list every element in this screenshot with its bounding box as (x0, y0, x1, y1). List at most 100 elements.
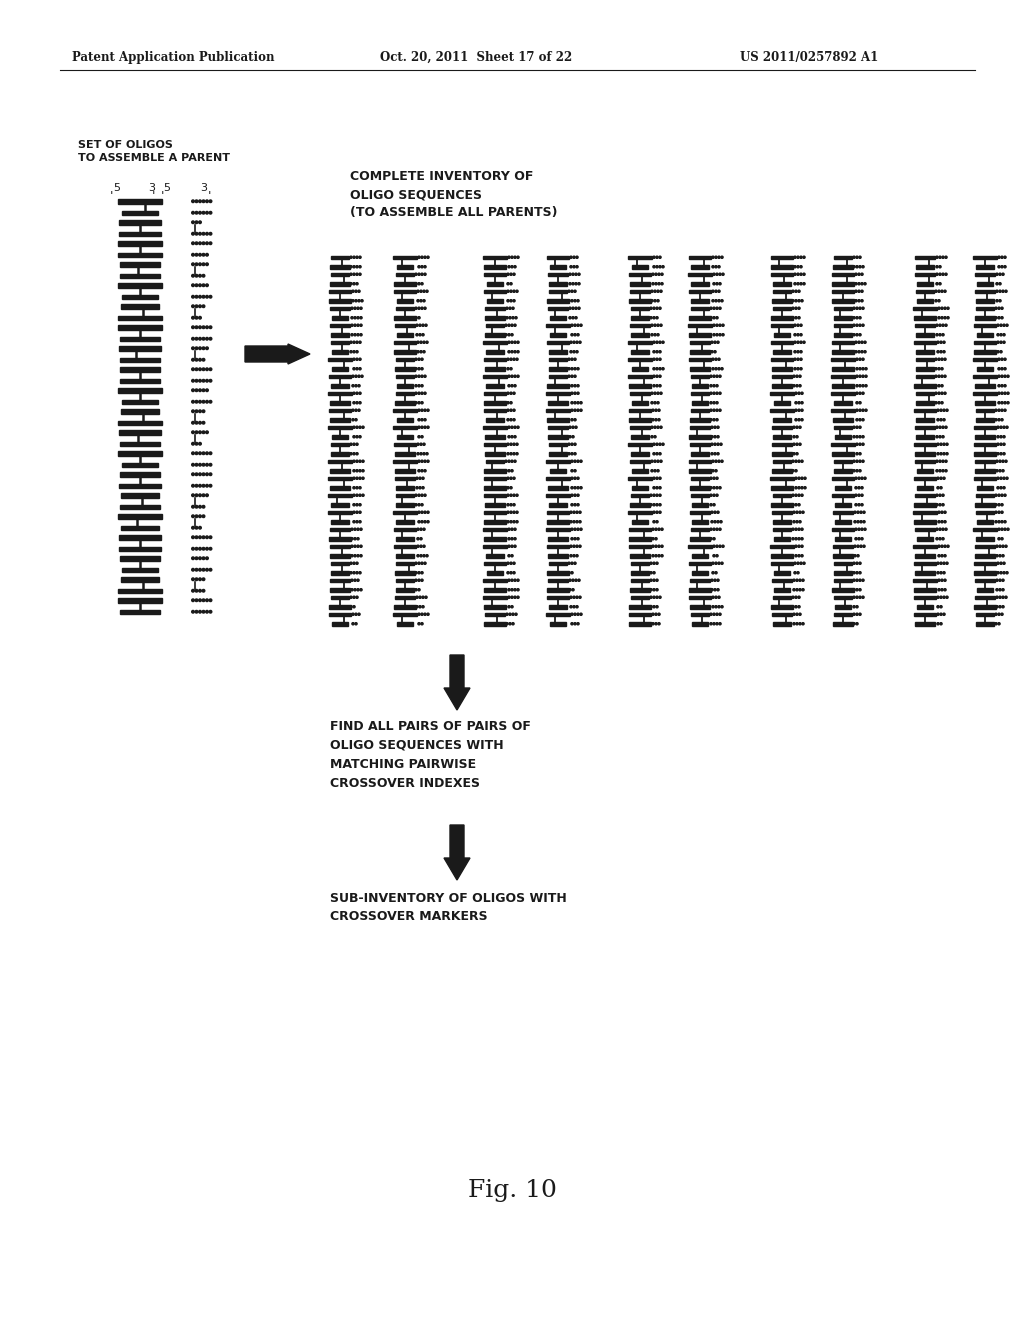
Circle shape (418, 282, 420, 285)
Circle shape (416, 325, 418, 326)
Circle shape (577, 614, 580, 615)
Bar (834, 315, 852, 319)
Circle shape (511, 375, 513, 378)
Circle shape (936, 273, 938, 276)
Circle shape (199, 317, 202, 319)
Bar (772, 367, 792, 371)
Circle shape (573, 325, 577, 326)
Bar (631, 578, 649, 582)
Circle shape (511, 537, 513, 540)
Circle shape (202, 430, 205, 433)
Bar (772, 469, 792, 473)
Circle shape (1001, 554, 1005, 557)
Bar (548, 537, 568, 540)
Circle shape (800, 325, 802, 326)
Circle shape (573, 614, 577, 615)
Circle shape (999, 325, 1002, 326)
Circle shape (420, 444, 422, 445)
Circle shape (796, 511, 798, 513)
Bar (770, 544, 794, 548)
Circle shape (579, 597, 581, 598)
Circle shape (514, 426, 516, 429)
Circle shape (795, 477, 797, 479)
Bar (771, 323, 793, 327)
Bar (547, 572, 569, 574)
Bar (831, 442, 855, 446)
Bar (688, 323, 712, 327)
Circle shape (424, 614, 426, 615)
Bar (394, 289, 416, 293)
Circle shape (995, 494, 997, 496)
Circle shape (510, 368, 512, 370)
Bar (330, 282, 350, 285)
Circle shape (420, 341, 422, 343)
Circle shape (856, 317, 858, 319)
Bar (976, 265, 994, 268)
Circle shape (507, 358, 509, 360)
Circle shape (859, 572, 861, 574)
Bar (916, 333, 934, 337)
Circle shape (206, 253, 208, 256)
Circle shape (853, 308, 855, 309)
Bar (977, 486, 993, 490)
Bar (914, 612, 936, 616)
Circle shape (654, 426, 656, 429)
Circle shape (573, 562, 577, 565)
Circle shape (657, 273, 660, 276)
Bar (628, 358, 652, 360)
Circle shape (573, 392, 577, 395)
Circle shape (511, 579, 513, 581)
Circle shape (359, 308, 362, 309)
Circle shape (794, 325, 796, 326)
Circle shape (656, 453, 658, 455)
Bar (396, 494, 414, 498)
Circle shape (357, 554, 359, 557)
Circle shape (855, 537, 857, 540)
Circle shape (998, 589, 1001, 591)
Bar (328, 494, 352, 498)
Circle shape (418, 409, 420, 412)
Bar (834, 469, 852, 473)
Circle shape (654, 401, 656, 404)
Circle shape (862, 384, 864, 387)
Bar (692, 401, 708, 404)
Circle shape (713, 545, 715, 548)
Circle shape (652, 409, 654, 412)
Bar (773, 520, 791, 524)
Circle shape (998, 528, 1000, 531)
Circle shape (353, 368, 355, 370)
Bar (691, 408, 709, 412)
Circle shape (716, 623, 718, 624)
Circle shape (570, 545, 572, 548)
Circle shape (571, 444, 573, 445)
Circle shape (996, 606, 998, 607)
Circle shape (864, 351, 866, 352)
Bar (484, 605, 506, 609)
Circle shape (939, 461, 941, 462)
Circle shape (944, 290, 946, 292)
Circle shape (1004, 384, 1007, 387)
Circle shape (196, 326, 198, 329)
Circle shape (939, 494, 941, 496)
Circle shape (580, 409, 582, 412)
Bar (118, 513, 162, 519)
Circle shape (568, 368, 570, 370)
Circle shape (196, 263, 198, 265)
Bar (689, 561, 711, 565)
Circle shape (419, 606, 421, 607)
Circle shape (713, 418, 715, 421)
Circle shape (798, 545, 800, 548)
Circle shape (856, 579, 858, 581)
Circle shape (206, 389, 208, 392)
Circle shape (356, 572, 358, 574)
Circle shape (420, 554, 422, 557)
Circle shape (652, 537, 654, 540)
Circle shape (716, 409, 718, 412)
Bar (974, 323, 996, 327)
Circle shape (800, 368, 802, 370)
Circle shape (713, 409, 715, 412)
Circle shape (944, 589, 946, 591)
Circle shape (999, 572, 1002, 574)
Circle shape (517, 579, 519, 581)
Circle shape (209, 463, 212, 466)
